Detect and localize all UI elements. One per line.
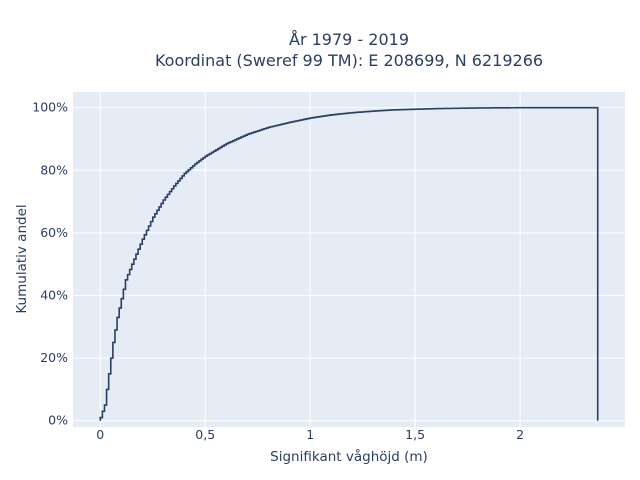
y-tick-label: 40% — [40, 288, 68, 303]
plot-area — [73, 92, 625, 427]
x-axis-ticks: 0 0,5 1 1,5 2 — [96, 427, 524, 442]
x-tick-label: 1 — [306, 427, 314, 442]
grid-lines — [73, 92, 625, 427]
x-tick-label: 1,5 — [405, 427, 425, 442]
x-tick-label: 2 — [516, 427, 524, 442]
y-axis-label: Kumulativ andel — [14, 204, 30, 313]
x-tick-label: 0,5 — [195, 427, 215, 442]
y-tick-label: 0% — [48, 413, 68, 428]
cumulative-line — [99, 106, 599, 421]
x-tick-label: 0 — [96, 427, 104, 442]
chart-title-line-2: Koordinat (Sweref 99 TM): E 208699, N 62… — [155, 51, 543, 70]
y-tick-label: 60% — [40, 225, 68, 240]
y-axis-ticks: 0% 20% 40% 60% 80% 100% — [32, 100, 68, 428]
y-tick-label: 80% — [40, 162, 68, 177]
y-tick-label: 100% — [32, 100, 68, 115]
y-tick-label: 20% — [40, 350, 68, 365]
chart-title-line-1: År 1979 - 2019 — [289, 30, 409, 49]
x-axis-label: Signifikant våghöjd (m) — [270, 448, 428, 465]
